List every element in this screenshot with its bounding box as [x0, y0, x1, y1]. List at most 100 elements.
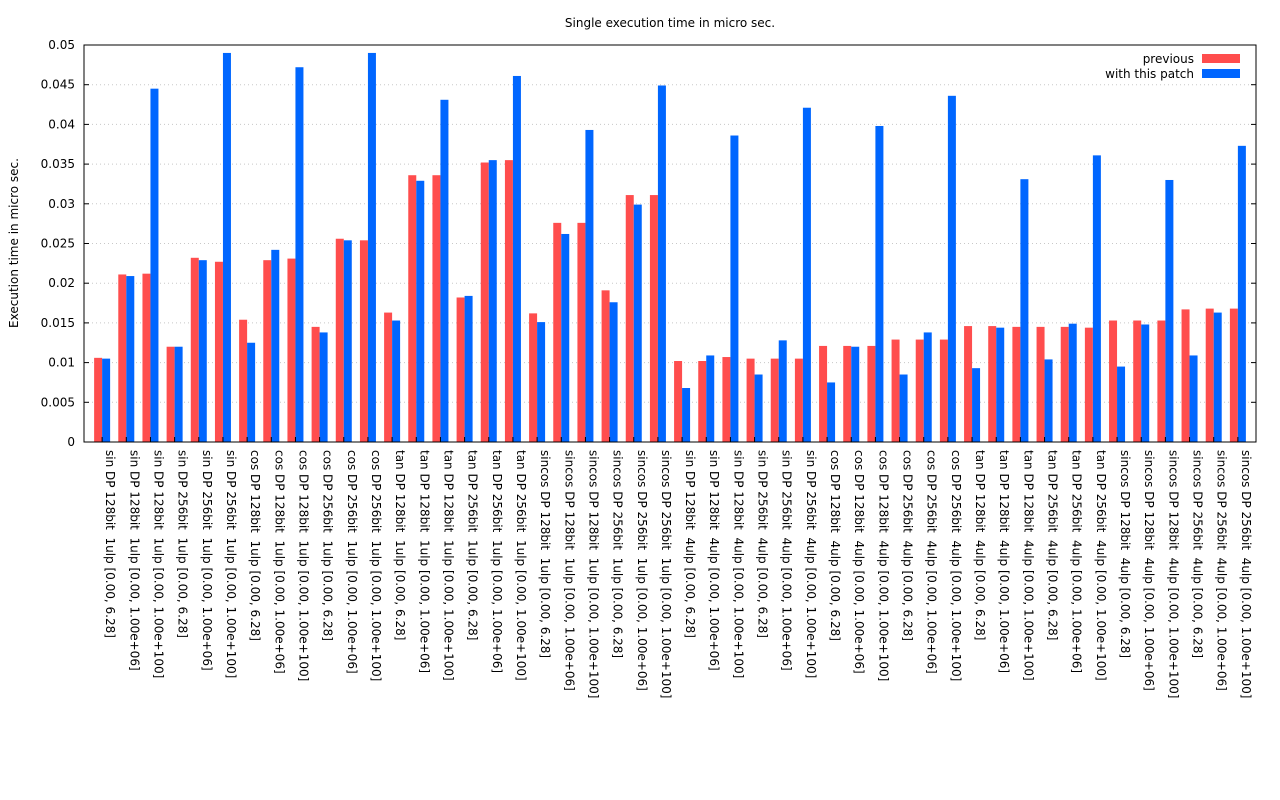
x-tick-label: cos DP 128bit 1ulp [0.00, 1.00e+06]	[272, 450, 286, 674]
bar-with-this-patch	[1141, 324, 1150, 442]
x-tick-label: cos DP 256bit 1ulp [0.00, 6.28]	[321, 450, 335, 641]
x-tick-label: tan DP 128bit 1ulp [0.00, 1.00e+100]	[441, 450, 455, 681]
bar-previous	[480, 162, 489, 442]
bar-previous	[746, 358, 755, 442]
y-tick-label: 0.01	[48, 356, 75, 370]
bar-with-this-patch	[392, 320, 401, 442]
x-tick-label: sincos DP 256bit 4ulp [0.00, 1.00e+06]	[1215, 450, 1229, 691]
bar-previous	[384, 312, 393, 442]
bar-with-this-patch	[1237, 145, 1246, 442]
y-tick-label: 0.005	[41, 395, 75, 409]
bar-with-this-patch	[1165, 179, 1174, 443]
bar-with-this-patch	[972, 368, 981, 442]
bar-previous	[359, 240, 368, 442]
x-tick-label: sincos DP 128bit 1ulp [0.00, 6.28]	[538, 450, 552, 658]
bar-previous	[915, 339, 924, 442]
x-tick-label: tan DP 128bit 4ulp [0.00, 1.00e+06]	[997, 450, 1011, 673]
bar-with-this-patch	[343, 240, 352, 442]
bar-with-this-patch	[222, 52, 231, 442]
bar-previous	[504, 160, 513, 442]
bar-with-this-patch	[126, 276, 135, 442]
bar-with-this-patch	[827, 382, 836, 442]
bar-previous	[1036, 326, 1045, 442]
bar-with-this-patch	[778, 340, 787, 442]
bar-previous	[1157, 320, 1166, 442]
bar-with-this-patch	[851, 346, 860, 442]
bar-with-this-patch	[1117, 366, 1126, 442]
x-tick-label: tan DP 256bit 4ulp [0.00, 1.00e+06]	[1070, 450, 1084, 673]
x-tick-label: cos DP 256bit 4ulp [0.00, 6.28]	[901, 450, 915, 641]
bar-previous	[190, 257, 199, 442]
bar-with-this-patch	[802, 107, 811, 442]
bar-previous	[819, 345, 828, 442]
bar-with-this-patch	[174, 346, 183, 442]
x-tick-label: tan DP 128bit 4ulp [0.00, 6.28]	[973, 450, 987, 640]
x-tick-label: sincos DP 256bit 4ulp [0.00, 1.00e+100]	[1239, 450, 1253, 698]
x-tick-label: sincos DP 256bit 4ulp [0.00, 6.28]	[1191, 450, 1205, 658]
bar-previous	[722, 357, 731, 442]
bar-previous	[335, 238, 344, 442]
legend: previous with this patch	[1105, 52, 1240, 81]
y-tick-label: 0.015	[41, 316, 75, 330]
bar-with-this-patch	[1189, 355, 1198, 442]
y-tick-label: 0.02	[48, 276, 75, 290]
gridlines	[84, 84, 1256, 403]
bar-with-this-patch	[1068, 323, 1077, 442]
x-tick-label: sin DP 256bit 4ulp [0.00, 6.28]	[756, 450, 770, 638]
x-tick-label: cos DP 256bit 4ulp [0.00, 1.00e+06]	[925, 450, 939, 674]
bar-previous	[408, 175, 417, 442]
bar-with-this-patch	[754, 374, 763, 442]
bar-with-this-patch	[899, 374, 908, 442]
bar-with-this-patch	[633, 204, 642, 442]
x-tick-label: tan DP 256bit 4ulp [0.00, 1.00e+100]	[1094, 450, 1108, 681]
bar-with-this-patch	[706, 355, 715, 442]
x-tick-label: sin DP 256bit 1ulp [0.00, 6.28]	[176, 450, 190, 638]
x-tick-label: sin DP 128bit 1ulp [0.00, 6.28]	[103, 450, 117, 638]
x-tick-label: cos DP 128bit 4ulp [0.00, 1.00e+06]	[852, 450, 866, 674]
bar-with-this-patch	[295, 67, 304, 443]
bar-previous	[239, 319, 248, 442]
x-axis-ticks: sin DP 128bit 1ulp [0.00, 6.28] sin DP 12…	[101, 437, 1253, 698]
x-tick-label: tan DP 256bit 1ulp [0.00, 6.28]	[466, 450, 480, 640]
y-tick-label: 0.045	[41, 78, 75, 92]
bar-previous	[843, 345, 852, 442]
x-tick-label: sin DP 128bit 4ulp [0.00, 1.00e+100]	[731, 450, 745, 678]
bar-previous	[287, 258, 296, 442]
bar-previous	[1181, 309, 1190, 442]
x-tick-label: sin DP 256bit 1ulp [0.00, 1.00e+100]	[224, 450, 238, 678]
bar-with-this-patch	[875, 125, 884, 442]
x-tick-label: tan DP 128bit 4ulp [0.00, 1.00e+100]	[1021, 450, 1035, 681]
bar-previous	[674, 361, 683, 442]
bar-previous	[1133, 320, 1142, 442]
bar-previous	[649, 195, 658, 442]
bar-with-this-patch	[319, 332, 328, 442]
y-tick-label: 0.025	[41, 237, 75, 251]
x-tick-label: sin DP 256bit 1ulp [0.00, 1.00e+06]	[200, 450, 214, 671]
x-tick-label: sin DP 128bit 4ulp [0.00, 6.28]	[683, 450, 697, 638]
y-tick-label: 0.04	[48, 117, 75, 131]
bar-previous	[142, 273, 151, 442]
x-tick-label: tan DP 256bit 1ulp [0.00, 1.00e+06]	[490, 450, 504, 673]
x-tick-label: sincos DP 128bit 1ulp [0.00, 1.00e+06]	[562, 450, 576, 691]
bar-previous	[964, 326, 973, 442]
x-tick-label: sin DP 256bit 4ulp [0.00, 1.00e+100]	[804, 450, 818, 678]
bar-previous	[625, 195, 634, 442]
bar-with-this-patch	[440, 99, 449, 442]
x-tick-label: sin DP 128bit 4ulp [0.00, 1.00e+06]	[707, 450, 721, 671]
bar-with-this-patch	[367, 52, 376, 442]
bar-previous	[553, 222, 562, 442]
x-tick-label: cos DP 128bit 1ulp [0.00, 6.28]	[248, 450, 262, 641]
bar-with-this-patch	[1213, 312, 1222, 442]
legend-swatch-previous	[1202, 54, 1240, 63]
bar-previous	[698, 361, 707, 442]
bar-with-this-patch	[150, 88, 159, 443]
bar-with-this-patch	[947, 95, 956, 442]
x-tick-label: sincos DP 256bit 1ulp [0.00, 6.28]	[611, 450, 625, 658]
bar-with-this-patch	[464, 295, 473, 442]
y-axis-label: Execution time in micro sec.	[7, 158, 21, 328]
bar-with-this-patch	[247, 342, 256, 442]
bar-previous	[432, 175, 441, 442]
bar-previous	[529, 313, 538, 442]
bar-with-this-patch	[730, 135, 739, 443]
bar-with-this-patch	[609, 302, 618, 442]
